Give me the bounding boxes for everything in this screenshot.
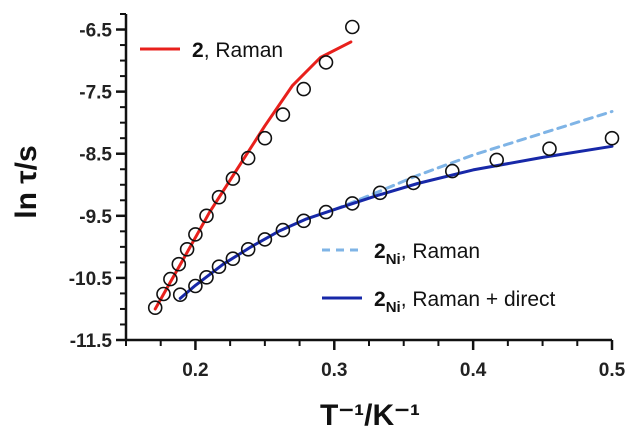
data-point <box>542 141 557 156</box>
legend-compound: 2 <box>374 288 386 311</box>
x-tick-label: 0.2 <box>182 360 208 381</box>
x-ticks: 0.2 0.3 0.4 0.5 <box>125 340 626 381</box>
y-tick-label: -7.5 <box>79 83 112 104</box>
legend-compound: 2 <box>192 39 204 62</box>
legend-description: , Raman <box>401 240 480 263</box>
data-point <box>275 222 291 238</box>
data-point <box>344 196 360 211</box>
series-layer <box>147 19 620 316</box>
y-tick-label: -9.5 <box>79 207 112 228</box>
y-tick-label: -8.5 <box>79 145 112 166</box>
data-point <box>171 256 187 272</box>
x-tick-label: 0.5 <box>599 360 626 381</box>
x-tick-label: 0.3 <box>321 360 347 381</box>
data-point <box>240 242 256 257</box>
legend-description: , Raman + direct <box>401 288 556 311</box>
fit-line-0 <box>153 40 353 311</box>
data-point <box>275 107 291 122</box>
fit-line-2 <box>178 144 614 300</box>
data-point <box>211 259 227 275</box>
data-point <box>318 55 334 70</box>
data-point <box>225 171 241 186</box>
fit-line-dashed-1 <box>332 110 614 212</box>
legend-subscript: Ni <box>386 251 401 268</box>
data-point <box>147 300 163 316</box>
legend-compound: 2 <box>374 240 386 263</box>
data-point <box>163 271 178 287</box>
x-axis: 0.2 0.3 0.4 0.5 <box>125 338 626 381</box>
y-tick-label: -11.5 <box>70 331 113 352</box>
y-tick-label: -10.5 <box>69 269 113 290</box>
legend-label: 2Ni, Raman + direct <box>374 288 556 316</box>
legend-item-2: 2Ni, Raman + direct <box>322 288 556 316</box>
data-point <box>199 208 214 224</box>
y-ticks: -6.5 -7.5 -8.5 -9.5 -10.5 -11.5 <box>69 13 126 352</box>
y-axis-title: ln τ/s <box>10 145 43 218</box>
data-point <box>179 242 195 257</box>
legend-description: , Raman <box>204 39 283 62</box>
data-point <box>318 204 334 220</box>
data-point <box>257 232 273 247</box>
data-point <box>296 81 312 97</box>
legend-subscript: Ni <box>386 299 401 316</box>
legend-item-1: 2Ni, Raman <box>322 240 480 268</box>
data-point <box>444 163 460 179</box>
data-point <box>199 269 214 285</box>
data-point <box>188 227 203 242</box>
data-point <box>344 19 360 35</box>
x-axis-title: T⁻¹/K⁻¹ <box>320 399 420 432</box>
data-point <box>257 130 273 146</box>
data-point <box>211 189 227 205</box>
data-point <box>296 213 312 229</box>
data-point <box>489 152 505 168</box>
legend-label: 2, Raman <box>192 39 283 62</box>
data-point <box>604 130 620 146</box>
y-axis: -6.5 -7.5 -8.5 -9.5 -10.5 -11.5 <box>69 13 128 352</box>
data-point <box>240 150 256 166</box>
x-tick-label: 0.4 <box>460 360 487 381</box>
data-point <box>406 175 421 191</box>
data-point <box>156 286 171 302</box>
y-tick-label: -6.5 <box>79 21 112 42</box>
legend-label: 2Ni, Raman <box>374 240 480 268</box>
legend-item-0: 2, Raman <box>140 39 283 62</box>
data-point <box>372 185 388 201</box>
data-point <box>225 251 241 267</box>
data-point <box>188 278 203 294</box>
data-point <box>172 287 188 303</box>
